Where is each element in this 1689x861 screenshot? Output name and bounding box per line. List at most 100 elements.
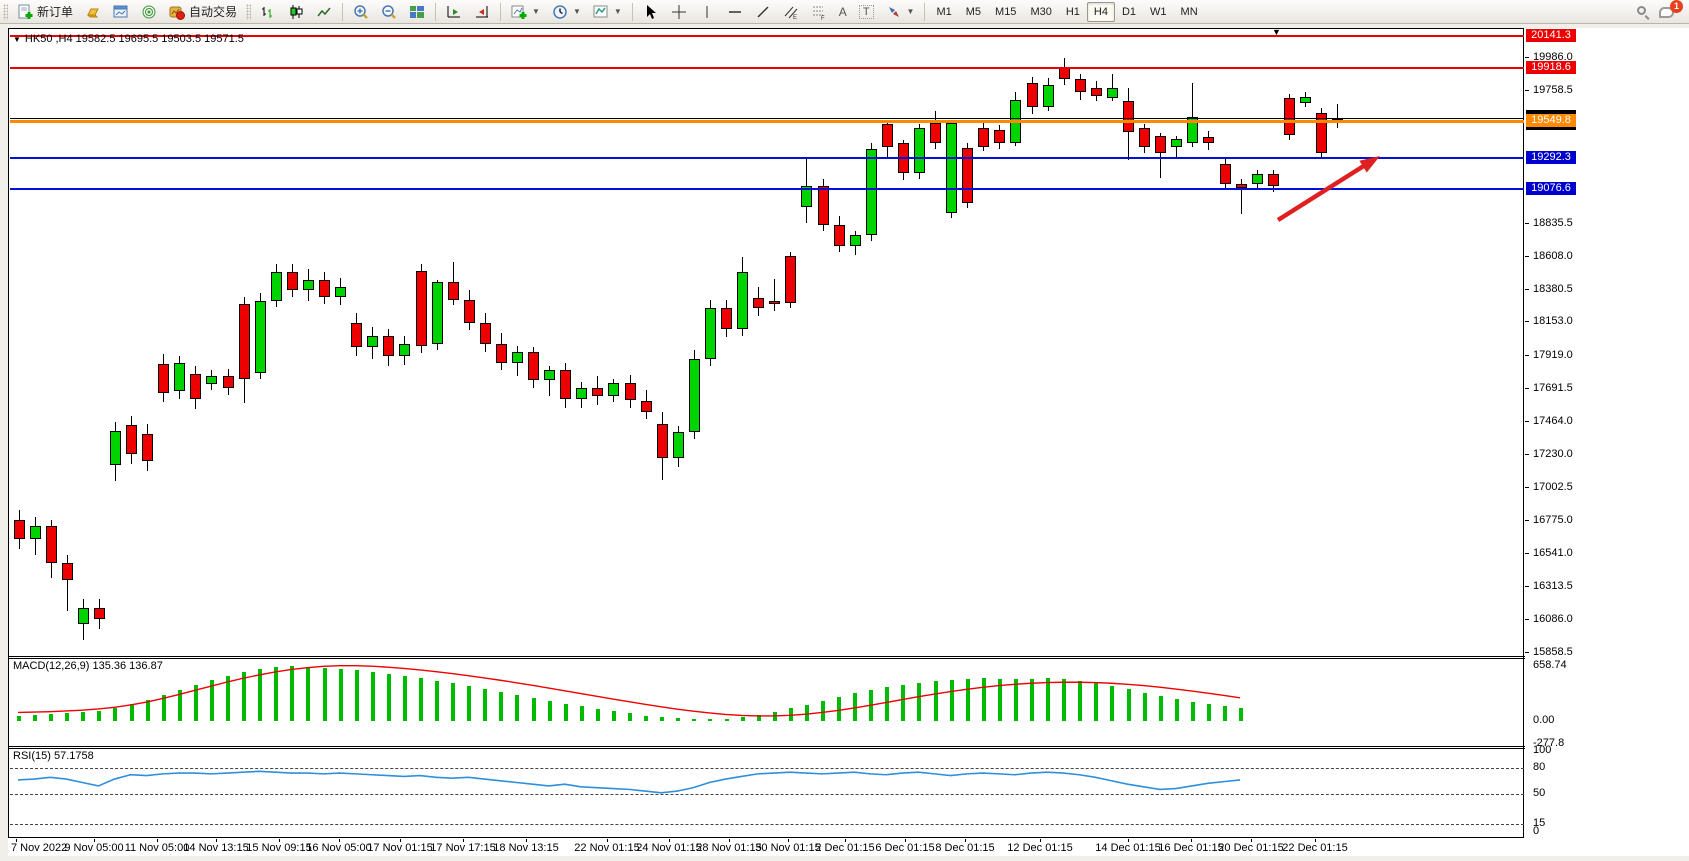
candlestick-layer [9, 29, 1525, 839]
macd-histogram-bar [177, 690, 182, 721]
timeframe-button-M15[interactable]: M15 [995, 5, 1017, 18]
price-tick-mark [1525, 553, 1529, 555]
crosshair-tool-button[interactable] [665, 1, 693, 23]
crosshair-icon [671, 4, 687, 20]
text-tool-button[interactable]: T [853, 1, 880, 23]
horizontal-line-icon [727, 4, 743, 20]
indicators-button[interactable]: ▼ [505, 1, 546, 23]
timeframe-button-MN[interactable]: MN [1180, 5, 1198, 18]
price-tick-label: 19758.5 [1533, 84, 1573, 97]
time-tick-mark [463, 839, 464, 842]
text-label-tool-button[interactable]: A [833, 1, 853, 23]
candle [286, 272, 298, 290]
macd-histogram-bar [1030, 678, 1035, 721]
cursor-tool-button[interactable] [637, 1, 665, 23]
candle [158, 363, 170, 393]
autotrading-icon [169, 4, 186, 20]
trendline-tool-button[interactable] [749, 1, 777, 23]
macd-histogram-bar [386, 674, 391, 721]
price-line-19076.6[interactable] [10, 188, 1524, 191]
zoom-in-button[interactable] [347, 1, 375, 23]
rsi-level-50 [10, 793, 1524, 795]
price-tick-label: 17691.5 [1533, 381, 1573, 394]
candle [1203, 137, 1215, 144]
timeframe-button-M5[interactable]: M5 [965, 5, 982, 18]
candle-wick [1192, 82, 1194, 148]
arrows-tool-button[interactable]: ▼ [880, 1, 921, 23]
price-axis[interactable]: 19986.0 19758.5 18835.5 18608.0 18380.5 18153… [1525, 28, 1689, 838]
macd-tick-label: 0.00 [1533, 714, 1555, 726]
price-line-19292.3[interactable] [10, 157, 1524, 160]
macd-histogram-bar [467, 686, 472, 721]
time-axis-label: 17 Nov 17:15 [430, 842, 496, 854]
time-axis-label: 22 Nov 01:15 [574, 842, 640, 854]
periods-button[interactable]: ▼ [546, 1, 587, 23]
bar-chart-button[interactable] [254, 1, 282, 23]
signals-button[interactable] [135, 1, 163, 23]
price-badge-20141.3: 20141.3 [1526, 28, 1576, 42]
candle [447, 282, 459, 300]
candle [1123, 101, 1135, 133]
timeframe-toolbar: M1 M5 M15 M30 H1 H4 D1 W1 MN [929, 1, 1204, 22]
chart-shift-button[interactable] [468, 1, 496, 23]
templates-button[interactable]: ▼ [587, 1, 628, 23]
tile-windows-button[interactable] [403, 1, 431, 23]
autotrading-button[interactable]: 自动交易 [163, 1, 243, 23]
auto-scroll-button[interactable] [440, 1, 468, 23]
price-line-20141.3[interactable] [10, 35, 1524, 38]
macd-histogram-bar [499, 692, 504, 721]
chart-shift-marker-icon[interactable]: ▼ [1272, 27, 1281, 37]
price-line-19549.8[interactable] [10, 119, 1524, 123]
search-icon[interactable] [1635, 4, 1651, 20]
macd-histogram-bar [483, 689, 488, 721]
macd-histogram-bar [611, 711, 616, 721]
macd-histogram-bar [885, 687, 890, 721]
line-chart-button[interactable] [310, 1, 338, 23]
timeframe-button-H1[interactable]: H1 [1065, 5, 1080, 18]
fibonacci-tool-button[interactable]: F [805, 1, 833, 23]
time-axis[interactable]: 7 Nov 2022 9 Nov 05:00 11 Nov 05:00 14 Nov … [8, 839, 1689, 856]
price-tick-mark [1525, 486, 1529, 488]
new-order-button[interactable]: 新订单 [11, 1, 79, 23]
timeframe-button-M1[interactable]: M1 [936, 5, 952, 18]
channel-tool-button[interactable]: E [777, 1, 805, 23]
timeframe-button-H4[interactable]: H4 [1086, 1, 1115, 22]
macd-histogram-bar [724, 718, 729, 721]
candle-wick [66, 554, 68, 611]
timeframe-button-W1[interactable]: W1 [1150, 5, 1167, 18]
candle [61, 563, 73, 581]
timeframe-button-D1[interactable]: D1 [1121, 5, 1137, 18]
candle [270, 272, 282, 302]
vertical-line-tool-button[interactable] [693, 1, 721, 23]
zoom-out-button[interactable] [375, 1, 403, 23]
macd-histogram-bar [33, 715, 38, 721]
timeframe-button-M30[interactable]: M30 [1030, 5, 1052, 18]
price-line-19571.5[interactable] [10, 117, 1524, 119]
chart-plot-area[interactable]: ▼ HK50 ,H4 19582.5 19695.5 19503.5 19571… [8, 28, 1525, 839]
styles-button[interactable] [79, 1, 107, 23]
rsi-tick-label: 80 [1533, 760, 1546, 773]
candlestick-chart-button[interactable] [282, 1, 310, 23]
horizontal-line-tool-button[interactable] [721, 1, 749, 23]
macd-label: MACD(12,26,9) 135.36 136.87 [13, 660, 163, 672]
chat-icon[interactable]: 1 [1659, 0, 1683, 20]
macd-histogram-bar [65, 713, 70, 721]
chart-window-button[interactable] [107, 1, 135, 23]
macd-histogram-bar [1190, 701, 1195, 721]
candle [962, 147, 974, 203]
macd-histogram-bar [1110, 686, 1115, 721]
price-line-19918.6[interactable] [10, 67, 1524, 70]
time-tick-mark [1191, 839, 1192, 842]
price-tick-label: 16541.0 [1533, 547, 1573, 560]
toolbar-grip[interactable] [246, 3, 252, 20]
candle [833, 224, 845, 247]
candle [994, 130, 1006, 144]
panel-separator[interactable] [9, 746, 1525, 747]
macd-histogram-bar [965, 678, 970, 721]
toolbar-separator [500, 2, 502, 21]
macd-histogram-bar [563, 703, 568, 721]
panel-separator[interactable] [9, 656, 1525, 657]
macd-histogram-bar [1239, 707, 1244, 721]
toolbar-grip[interactable] [3, 3, 8, 20]
